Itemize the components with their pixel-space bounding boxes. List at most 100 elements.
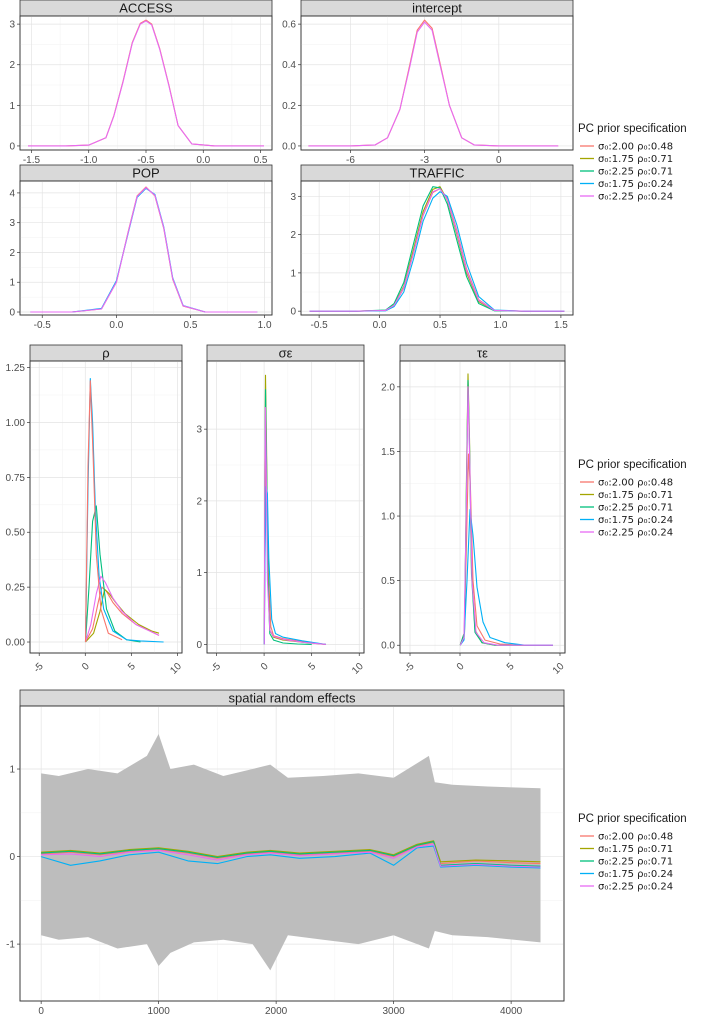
x-tick-label: 1.0	[258, 320, 272, 331]
legend-label: σ₀:1.75 ρ₀:0.71	[598, 844, 673, 855]
y-tick-label: 0.6	[282, 20, 296, 31]
panel-7: spatial random effects 0 1000 2000 3000 4000 -…	[6, 689, 565, 1017]
series-line-5	[84, 380, 123, 643]
facet-title: ρ	[102, 346, 109, 361]
x-tick-label: -1.0	[80, 155, 98, 166]
series-line-3	[459, 509, 553, 646]
panel-border	[300, 15, 574, 151]
y-tick-label: 1.5	[381, 447, 395, 458]
x-tick-label: 4000	[500, 1006, 523, 1017]
series-line-3	[263, 486, 326, 645]
facet-title: τε	[477, 346, 488, 361]
y-tick-label: 0.4	[282, 60, 296, 71]
y-tick-label: 1.0	[381, 512, 395, 523]
data-layer	[84, 378, 164, 643]
x-tick-label: 1.5	[554, 320, 568, 331]
x-tick-label: 3000	[383, 1006, 406, 1017]
y-tick-label: 0.00	[6, 638, 26, 649]
y-tick-label: 1	[196, 568, 202, 579]
y-tick-label: 0.25	[6, 583, 26, 594]
x-tick-label: -0.5	[34, 320, 52, 331]
y-tick-label: 4	[9, 188, 15, 199]
y-tick-label: 2.0	[381, 382, 395, 393]
panel-border	[399, 360, 566, 654]
y-tick-label: 0.0	[381, 641, 395, 652]
series-line-3	[309, 191, 565, 312]
series-line-2	[309, 186, 565, 312]
series-line-4	[84, 575, 160, 643]
panel-border	[29, 360, 183, 654]
facet-title: spatial random effects	[229, 691, 356, 706]
series-line-1	[28, 20, 264, 147]
x-tick-label: -6	[346, 155, 355, 166]
panel-3: TRAFFIC -0.5 0.0 0.5 1.0 1.5 0 1 2 3	[290, 164, 574, 331]
y-tick-label: 0.2	[282, 101, 296, 112]
y-tick-label: 3	[290, 192, 296, 203]
facet-title: ACCESS	[119, 1, 173, 16]
panel-1: intercept -6 -3 0 0.0 0.2 0.4 0.6	[282, 0, 574, 166]
y-tick-label: 2	[9, 60, 15, 71]
legend-label: σ₀:2.25 ρ₀:0.71	[598, 857, 673, 868]
y-tick-label: 1	[9, 765, 15, 776]
x-tick-label: 0	[496, 155, 502, 166]
x-tick-label: -0.5	[137, 155, 155, 166]
plot-area	[19, 180, 273, 316]
panel-border	[300, 180, 574, 316]
x-tick-label: -0.5	[311, 320, 329, 331]
facet-title: σε	[279, 346, 293, 361]
y-tick-label: 1	[9, 278, 15, 289]
y-tick-label: 3	[9, 218, 15, 229]
data-layer	[459, 373, 553, 646]
legend-title: PC prior specification	[578, 123, 687, 135]
x-tick-label: 0.0	[373, 320, 387, 331]
y-tick-label: 1.00	[6, 418, 26, 429]
x-tick-label: 0.5	[184, 320, 198, 331]
data-layer	[309, 186, 565, 312]
x-tick-label: 0.0	[196, 155, 210, 166]
x-tick-label: -3	[420, 155, 429, 166]
data-layer	[308, 19, 559, 147]
series-line-4	[263, 407, 326, 645]
plot-area	[399, 360, 566, 654]
facet-title: TRAFFIC	[410, 166, 465, 181]
facet-title: POP	[132, 166, 159, 181]
x-tick-label: 0.0	[109, 320, 123, 331]
plot-area	[300, 180, 574, 316]
y-tick-label: 1	[9, 101, 15, 112]
panel-0: ACCESS -1.5 -1.0 -0.5 0.0 0.5 0 1 2 3	[9, 0, 273, 166]
series-line-4	[459, 386, 553, 646]
data-layer	[263, 374, 326, 645]
series-line-1	[308, 21, 559, 147]
panel-border	[19, 180, 273, 316]
series-line-2	[30, 187, 258, 313]
y-tick-label: 0.50	[6, 528, 26, 539]
legend-label: σ₀:2.25 ρ₀:0.71	[598, 503, 673, 514]
series-line-4	[309, 188, 565, 312]
legend-title: PC prior specification	[578, 459, 687, 471]
y-tick-label: 0.5	[381, 576, 395, 587]
y-tick-label: 2	[290, 230, 296, 241]
legend-label: σ₀:2.00 ρ₀:0.48	[598, 478, 673, 489]
y-tick-label: 0	[290, 307, 296, 318]
x-tick-label: 0.5	[254, 155, 268, 166]
panel-border	[19, 15, 273, 151]
x-tick-label: 1000	[148, 1006, 171, 1017]
legend-label: σ₀:1.75 ρ₀:0.24	[598, 515, 673, 526]
y-tick-label: 1	[290, 268, 296, 279]
x-tick-label: -1.5	[23, 155, 41, 166]
y-tick-label: 3	[9, 20, 15, 31]
y-tick-label: 0	[196, 640, 202, 651]
panel-border	[206, 360, 365, 654]
y-tick-label: 0.0	[282, 141, 296, 152]
plot-area	[206, 360, 365, 654]
legend-label: σ₀:1.75 ρ₀:0.24	[598, 869, 673, 880]
legend-label: σ₀:2.00 ρ₀:0.48	[598, 832, 673, 843]
series-line-4	[41, 843, 541, 868]
y-tick-label: 1.25	[6, 363, 26, 374]
y-tick-label: 0.75	[6, 473, 26, 484]
panel-2: POP -0.5 0.0 0.5 1.0 0 1 2 3 4	[9, 164, 273, 331]
panel-4: ρ-5 0 5 100.000.250.500.751.001.25	[6, 344, 184, 677]
legend-hyperparameters: PC prior specification σ₀:2.00 ρ₀:0.48 σ₀:…	[578, 459, 687, 539]
